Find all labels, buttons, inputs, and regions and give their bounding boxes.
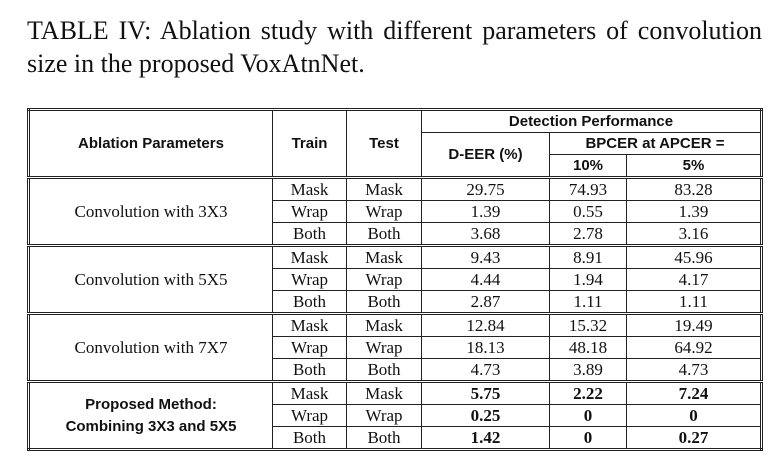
data-cell: Mask (272, 176, 347, 201)
data-cell: 1.39 (626, 200, 762, 223)
data-cell: 3.89 (549, 358, 627, 382)
group-label-line: Convolution with 3X3 (74, 201, 228, 221)
data-cell: 4.73 (421, 358, 550, 382)
data-cell: Mask (346, 380, 422, 405)
data-cell: 15.32 (549, 312, 627, 337)
data-cell: 2.78 (549, 222, 627, 246)
data-cell: 74.93 (549, 176, 627, 201)
data-cell: Mask (272, 244, 347, 269)
group-label-cell: Convolution with 5X5 (28, 244, 273, 314)
data-cell: 0.27 (626, 426, 762, 450)
data-cell: Wrap (346, 336, 422, 359)
data-row: Convolution with 5X5 Mask Mask 9.43 8.91 45.9… (28, 244, 762, 314)
data-row: Wrap Wrap 18.13 48.18 64.92 (29, 336, 762, 359)
header-cell: 5% (626, 154, 762, 178)
data-cell: 0.25 (421, 404, 550, 427)
header-cell: D-EER (%) (421, 132, 550, 178)
data-cell: 1.11 (549, 290, 627, 314)
data-cell: 4.44 (421, 268, 550, 291)
group-label-cell: Proposed Method: Combining 3X3 and 5X5 (28, 380, 273, 450)
group-label-line: Convolution with 5X5 (74, 269, 228, 289)
data-row: Wrap Wrap 4.44 1.94 4.17 (29, 268, 762, 291)
data-cell: 29.75 (421, 176, 550, 201)
data-cell: 3.16 (626, 222, 762, 246)
group-label-cell: Convolution with 7X7 (28, 312, 273, 382)
data-cell: Wrap (346, 404, 422, 427)
data-row: Convolution with 7X7 Mask Mask 12.84 15.32 19… (28, 312, 762, 382)
header-cell: 10% (549, 154, 627, 178)
data-cell: 1.39 (421, 200, 550, 223)
data-cell: 3.68 (421, 222, 550, 246)
data-cell: Both (272, 222, 347, 246)
data-cell: Wrap (346, 200, 422, 223)
data-cell: 1.94 (549, 268, 627, 291)
data-cell: 0 (626, 404, 762, 427)
table-body: Ablation Parameters Train Test Detection… (28, 109, 762, 450)
data-row: Convolution with 3X3 Mask Mask 29.75 74.93 83… (28, 176, 762, 246)
data-cell: 7.24 (626, 380, 762, 405)
data-cell: Mask (346, 176, 422, 201)
group-label-line: Convolution with 7X7 (74, 337, 228, 357)
data-cell: Both (272, 358, 347, 382)
data-cell: 2.22 (549, 380, 627, 405)
data-cell: Both (346, 426, 422, 450)
header-cell: Train (272, 109, 347, 178)
data-cell: Mask (346, 312, 422, 337)
data-cell: Wrap (272, 268, 347, 291)
data-cell: Wrap (272, 336, 347, 359)
group-label-line: Proposed Method: (85, 395, 217, 413)
data-cell: 0 (549, 404, 627, 427)
data-cell: 4.17 (626, 268, 762, 291)
data-cell: 2.87 (421, 290, 550, 314)
data-cell: 64.92 (626, 336, 762, 359)
data-cell: 4.73 (626, 358, 762, 382)
data-cell: Mask (272, 312, 347, 337)
header-row: Ablation Parameters Train Test Detection… (28, 109, 762, 178)
data-row: Wrap Wrap 1.39 0.55 1.39 (29, 200, 762, 223)
data-cell: Both (346, 222, 422, 246)
data-cell: 0 (549, 426, 627, 450)
data-cell: 5.75 (421, 380, 550, 405)
data-cell: 1.11 (626, 290, 762, 314)
data-cell: Wrap (272, 404, 347, 427)
ablation-table: Ablation Parameters Train Test Detection… (27, 108, 763, 451)
data-cell: 9.43 (421, 244, 550, 269)
header-cell: Detection Performance (421, 109, 762, 133)
header-cell: Ablation Parameters (28, 109, 273, 178)
data-cell: Both (346, 358, 422, 382)
data-cell: 12.84 (421, 312, 550, 337)
data-cell: Mask (272, 380, 347, 405)
data-cell: Both (346, 290, 422, 314)
header-row: D-EER (%) BPCER at APCER = (29, 132, 762, 178)
data-cell: 45.96 (626, 244, 762, 269)
data-cell: Both (272, 290, 347, 314)
data-cell: Mask (346, 244, 422, 269)
group-label-line: Combining 3X3 and 5X5 (65, 417, 237, 435)
header-cell: BPCER at APCER = (549, 132, 762, 155)
data-cell: 8.91 (549, 244, 627, 269)
data-row: Proposed Method: Combining 3X3 and 5X5 Mas… (28, 380, 762, 450)
table-caption: TABLE IV: Ablation study with different … (27, 16, 762, 78)
data-cell: 1.42 (421, 426, 550, 450)
header-cell: Test (346, 109, 422, 178)
data-cell: Both (272, 426, 347, 450)
data-cell: 83.28 (626, 176, 762, 201)
data-cell: 19.49 (626, 312, 762, 337)
data-row: Both Both 1.42 0 0.27 (29, 426, 762, 450)
data-cell: 18.13 (421, 336, 550, 359)
group-label-cell: Convolution with 3X3 (28, 176, 273, 246)
data-cell: 48.18 (549, 336, 627, 359)
data-cell: 0.55 (549, 200, 627, 223)
data-cell: Wrap (346, 268, 422, 291)
data-cell: Wrap (272, 200, 347, 223)
data-row: Both Both 2.87 1.11 1.11 (29, 290, 762, 314)
